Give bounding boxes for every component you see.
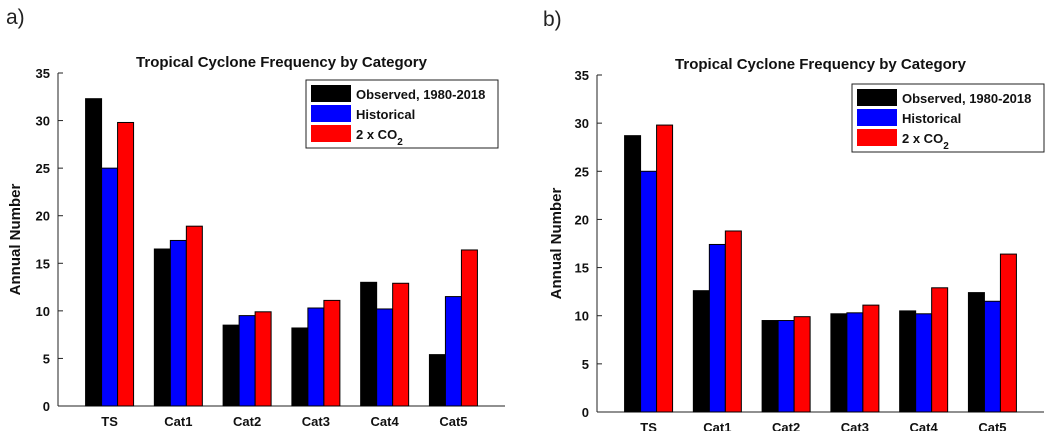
legend-swatch <box>311 105 351 122</box>
bar-ts-series-3 <box>656 124 674 413</box>
x-tick-label: Cat5 <box>978 420 1006 431</box>
bars-a <box>85 98 478 407</box>
legend-swatch <box>857 129 897 146</box>
bars-b <box>624 124 1017 413</box>
bar-cat4-series-3 <box>392 282 410 407</box>
y-tick-label: 25 <box>575 164 589 179</box>
bar-cat3-series-3 <box>323 299 341 407</box>
axes-b: 0 5 10 15 20 25 30 35 TS Cat1 Cat2 Cat3 Cat4 Cat5 <box>575 68 1044 431</box>
y-tick-label: 5 <box>43 351 50 366</box>
bar-cat3-series-3 <box>862 304 880 413</box>
x-tick-label: Cat4 <box>910 420 939 431</box>
y-tick-label: 25 <box>36 161 50 176</box>
bar-cat1-series-3 <box>185 225 203 407</box>
bar-cat5-series-3 <box>999 253 1017 413</box>
x-tick-label: Cat2 <box>233 414 261 429</box>
legend-entry: Historical <box>902 111 961 126</box>
y-tick-label: 35 <box>575 68 589 83</box>
bar-cat5-series-2 <box>983 300 1001 413</box>
x-tick-label: Cat3 <box>841 420 869 431</box>
panel-label-b: b) <box>543 8 562 31</box>
bar-cat2-series-3 <box>793 316 811 413</box>
y-axis-label: Annual Number <box>7 184 24 296</box>
bar-cat4-series-2 <box>915 313 933 413</box>
x-tick-label: Cat2 <box>772 420 800 431</box>
bar-cat1-series-1 <box>692 290 710 413</box>
x-tick-label: TS <box>640 420 657 431</box>
bar-ts-series-1 <box>624 135 642 413</box>
y-tick-label: 15 <box>36 256 50 271</box>
y-tick-label: 20 <box>575 212 589 227</box>
bar-cat2-series-2 <box>777 320 795 413</box>
y-tick-label: 0 <box>43 399 50 414</box>
x-tick-label: TS <box>101 414 118 429</box>
x-tick-label: Cat4 <box>371 414 400 429</box>
bar-cat1-series-3 <box>724 230 742 413</box>
y-tick-label: 10 <box>575 309 589 324</box>
y-tick-label: 0 <box>582 405 589 420</box>
bar-cat1-series-2 <box>708 243 726 413</box>
legend-entry: Observed, 1980-2018 <box>902 91 1031 106</box>
legend-swatch <box>857 109 897 126</box>
y-tick-label: 35 <box>36 66 50 81</box>
x-tick-label: Cat3 <box>302 414 330 429</box>
legend-swatch <box>311 125 351 142</box>
bar-cat4-series-3 <box>931 287 949 413</box>
x-tick-label: Cat1 <box>703 420 731 431</box>
bar-cat2-series-3 <box>254 311 272 407</box>
bar-ts-series-2 <box>640 170 658 413</box>
y-tick-label: 30 <box>36 114 50 129</box>
y-tick-label: 5 <box>582 357 589 372</box>
chart-title: Tropical Cyclone Frequency by Category <box>136 54 428 71</box>
legend-entry: Observed, 1980-2018 <box>356 87 485 102</box>
bar-cat4-series-1 <box>899 310 917 413</box>
bar-cat5-series-1 <box>967 292 985 413</box>
legend-swatch <box>311 85 351 102</box>
y-axis-label: Annual Number <box>548 188 565 300</box>
y-tick-label: 30 <box>575 116 589 131</box>
panel-label-a: a) <box>6 6 25 29</box>
bar-cat2-series-1 <box>761 320 779 413</box>
legend-swatch <box>857 89 897 106</box>
x-tick-label: Cat5 <box>439 414 467 429</box>
bar-ts-series-3 <box>117 121 135 407</box>
bar-cat5-series-3 <box>460 249 478 407</box>
bar-cat3-series-2 <box>846 312 864 413</box>
x-tick-label: Cat1 <box>164 414 192 429</box>
bar-cat3-series-1 <box>830 313 848 413</box>
y-tick-label: 10 <box>36 304 50 319</box>
y-tick-label: 15 <box>575 261 589 276</box>
legend-entry: Historical <box>356 107 415 122</box>
chart-title: Tropical Cyclone Frequency by Category <box>675 56 967 73</box>
y-tick-label: 20 <box>36 209 50 224</box>
